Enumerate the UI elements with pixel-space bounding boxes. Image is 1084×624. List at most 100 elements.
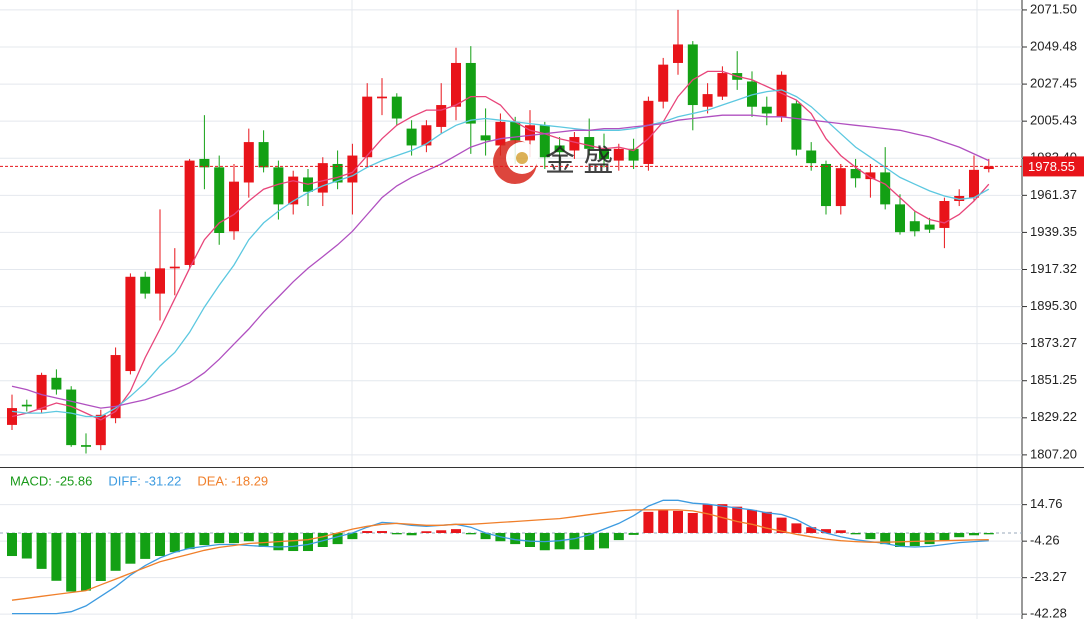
candle-body [554, 145, 565, 153]
candle-body [761, 106, 772, 114]
macd-bar [939, 532, 950, 541]
macd-bar [169, 532, 180, 553]
macd-bar [140, 532, 151, 559]
candle-body [391, 96, 402, 119]
macd-bar [658, 509, 669, 533]
legend-entry: DIFF: -31.22 [108, 473, 181, 488]
candle-body [51, 377, 62, 390]
candle-body [539, 125, 550, 158]
macd-line [11, 509, 989, 601]
candle-body [169, 266, 180, 269]
candle-body [880, 172, 891, 205]
candle-body [155, 268, 165, 294]
candle-body [835, 168, 846, 207]
candle-body [791, 103, 802, 150]
candle-body [243, 142, 254, 183]
y-tick-label: 1829.22 [1030, 409, 1077, 424]
candle-body [347, 155, 358, 183]
y-tick-label: -4.26 [1030, 533, 1060, 548]
macd-bar [51, 532, 62, 581]
candle-body [199, 158, 210, 168]
candle-body [924, 224, 935, 230]
candle-body [939, 201, 950, 228]
candle-body [613, 148, 624, 161]
y-tick-label: 2049.48 [1030, 38, 1077, 53]
macd-bar [732, 506, 743, 533]
macd-bar [199, 532, 210, 546]
candle-body [95, 414, 106, 446]
watermark-logo [493, 140, 538, 184]
candle-body [776, 74, 787, 117]
macd-bar [21, 532, 32, 559]
candle-body [21, 404, 32, 407]
candle-body [687, 44, 698, 106]
macd-bar [569, 532, 580, 550]
y-tick-label: 2071.50 [1030, 1, 1077, 16]
macd-bar [628, 532, 639, 535]
macd-bar [406, 532, 417, 536]
watermark-text: 金 盛 [545, 145, 613, 178]
candle-body [495, 121, 506, 146]
macd-bar [66, 532, 77, 592]
legend-entry: MACD: -25.86 [10, 473, 92, 488]
candle-body [288, 176, 299, 205]
candle-body [599, 148, 609, 159]
moving-average-line [11, 89, 990, 418]
y-tick-label: -23.27 [1030, 569, 1067, 584]
candle-body [214, 167, 225, 233]
macd-bar [924, 532, 935, 545]
candle-body [983, 166, 994, 170]
macd-bar [377, 531, 387, 533]
macd-bar [451, 529, 461, 533]
macd-bar [791, 523, 802, 533]
candle-body [865, 172, 876, 180]
macd-bar [643, 511, 654, 533]
candle-body [628, 148, 639, 161]
macd-bar [747, 509, 757, 533]
y-tick-label: 2005.43 [1030, 113, 1077, 128]
candle-body [125, 276, 136, 372]
macd-bar [184, 532, 195, 550]
candle-body [110, 355, 121, 419]
macd-bar [332, 532, 343, 545]
candle-body [332, 163, 343, 183]
macd-line [12, 499, 989, 615]
moving-average-line [11, 70, 990, 421]
macd-bar [687, 513, 698, 533]
y-tick-label: 1851.25 [1030, 372, 1077, 387]
macd-bar [806, 527, 817, 533]
candle-body [909, 221, 920, 232]
macd-bar [969, 532, 979, 536]
candle-body [451, 62, 461, 107]
candle-body [510, 121, 521, 141]
candle-body [954, 195, 965, 202]
candle-body [717, 73, 728, 97]
macd-bar [835, 530, 846, 533]
candle-body [258, 142, 269, 168]
macd-bar [421, 531, 432, 533]
candle-body [184, 160, 195, 265]
macd-bar [362, 531, 373, 533]
macd-bar [95, 532, 106, 581]
candle-body [36, 374, 47, 410]
macd-bar [761, 511, 772, 533]
macd-bar [909, 532, 920, 547]
last-price-label: 1978.55 [1028, 159, 1075, 174]
macd-bar [821, 529, 831, 533]
candle-body [421, 125, 432, 146]
macd-bar [717, 504, 728, 533]
macd-bar [110, 532, 121, 571]
candle-body [436, 105, 447, 127]
macd-bar [125, 532, 136, 564]
macd-bar [702, 504, 713, 533]
candle-body [362, 96, 373, 158]
macd-bar [288, 532, 299, 552]
macd-bar [584, 532, 595, 550]
candle-body [747, 81, 757, 107]
candle-body [821, 163, 831, 207]
candle-body [969, 169, 979, 198]
legend-entry: DEA: -18.29 [197, 473, 268, 488]
y-tick-label: 1939.35 [1030, 224, 1077, 239]
y-tick-label: 1917.32 [1030, 261, 1077, 276]
